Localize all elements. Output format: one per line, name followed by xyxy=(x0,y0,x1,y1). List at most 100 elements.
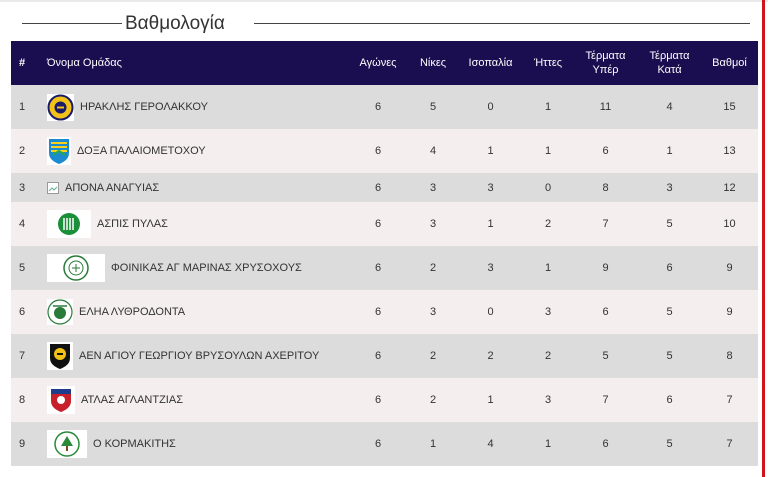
cell-team: ΑΤΛΑΣ ΑΓΛΑΝΤΖΙΑΣ xyxy=(43,378,348,422)
cell-points: 8 xyxy=(701,334,758,378)
broken-image-icon xyxy=(47,181,59,194)
team-name: ΗΡΑΚΛΗΣ ΓΕΡΟΛΑΚΚΟΥ xyxy=(80,101,208,113)
cell-points: 10 xyxy=(701,202,758,246)
cell-ga: 5 xyxy=(638,422,701,466)
team-name: ΕΛΗΑ ΛΥΘΡΟΔΟΝΤΑ xyxy=(79,306,186,318)
header-goals-against[interactable]: Τέρματα Κατά xyxy=(638,41,701,85)
team-info: ΑΠΟΝΑ ΑΝΑΓΥΙΑΣ xyxy=(47,181,344,194)
atlas-crest-icon xyxy=(47,386,75,414)
cell-draws: 3 xyxy=(458,246,523,290)
cell-draws: 1 xyxy=(458,378,523,422)
cell-ga: 4 xyxy=(638,85,701,129)
header-wins[interactable]: Νίκες xyxy=(408,41,458,85)
table-row[interactable]: 8 ΑΤΛΑΣ ΑΓΛΑΝΤΖΙΑΣ 6 2 1 3 7 6 7 xyxy=(11,378,758,422)
cell-losses: 0 xyxy=(523,173,573,202)
table-row[interactable]: 4 ΑΣΠΙΣ ΠΥΛΑΣ 6 3 1 2 7 5 10 xyxy=(11,202,758,246)
cell-wins: 2 xyxy=(408,378,458,422)
team-name: Ο ΚΟΡΜΑΚΙΤΗΣ xyxy=(93,438,176,450)
table-row[interactable]: 1 ΗΡΑΚΛΗΣ ΓΕΡΟΛΑΚΚΟΥ 6 5 0 1 11 4 15 xyxy=(11,85,758,129)
aen-crest-icon xyxy=(47,342,73,370)
team-name: ΦΟΙΝΙΚΑΣ ΑΓ ΜΑΡΙΝΑΣ ΧΡΥΣΟΧΟΥΣ xyxy=(111,262,302,274)
team-name: ΑΠΟΝΑ ΑΝΑΓΥΙΑΣ xyxy=(65,181,160,194)
cell-team: ΦΟΙΝΙΚΑΣ ΑΓ ΜΑΡΙΝΑΣ ΧΡΥΣΟΧΟΥΣ xyxy=(43,246,348,290)
cell-gf: 7 xyxy=(573,202,638,246)
cell-team: ΔΟΞΑ ΠΑΛΑΙΟΜΕΤΟΧΟΥ xyxy=(43,129,348,173)
header-points[interactable]: Βαθμοί xyxy=(701,41,758,85)
cell-draws: 0 xyxy=(458,85,523,129)
cell-played: 6 xyxy=(348,202,408,246)
cell-gf: 11 xyxy=(573,85,638,129)
cell-points: 15 xyxy=(701,85,758,129)
cell-draws: 1 xyxy=(458,202,523,246)
page-title: Βαθμολογία xyxy=(125,13,225,34)
foinikas-crest-icon xyxy=(47,254,105,282)
cell-wins: 1 xyxy=(408,422,458,466)
cell-team: Ο ΚΟΡΜΑΚΙΤΗΣ xyxy=(43,422,348,466)
cell-wins: 3 xyxy=(408,290,458,334)
team-name: ΑΣΠΙΣ ΠΥΛΑΣ xyxy=(97,218,168,230)
cell-position: 5 xyxy=(11,246,43,290)
cell-team: ΑΠΟΝΑ ΑΝΑΓΥΙΑΣ xyxy=(43,173,348,202)
cell-played: 6 xyxy=(348,85,408,129)
table-row[interactable]: 7 ΑΕΝ ΑΓΙΟΥ ΓΕΩΡΓΙΟΥ ΒΡΥΣΟΥΛΩΝ ΑΧΕΡΙΤΟΥ 6 2… xyxy=(11,334,758,378)
table-row[interactable]: 2 ΔΟΞΑ ΠΑΛΑΙΟΜΕΤΟΧΟΥ 6 4 1 1 6 1 13 xyxy=(11,129,758,173)
cell-points: 7 xyxy=(701,378,758,422)
cell-team: ΑΕΝ ΑΓΙΟΥ ΓΕΩΡΓΙΟΥ ΒΡΥΣΟΥΛΩΝ ΑΧΕΡΙΤΟΥ xyxy=(43,334,348,378)
cell-played: 6 xyxy=(348,173,408,202)
cell-points: 9 xyxy=(701,290,758,334)
cell-ga: 6 xyxy=(638,378,701,422)
cell-losses: 2 xyxy=(523,202,573,246)
team-name: ΑΤΛΑΣ ΑΓΛΑΝΤΖΙΑΣ xyxy=(81,394,184,406)
cell-wins: 3 xyxy=(408,202,458,246)
header-played[interactable]: Αγώνες xyxy=(348,41,408,85)
heading-rule-right xyxy=(254,23,750,24)
team-name: ΔΟΞΑ ΠΑΛΑΙΟΜΕΤΟΧΟΥ xyxy=(77,145,206,157)
header-team-name[interactable]: Όνομα Ομάδας xyxy=(43,41,348,85)
header-draws[interactable]: Ισοπαλία xyxy=(458,41,523,85)
table-header-row: # Όνομα Ομάδας Αγώνες Νίκες Ισοπαλία Ήττ… xyxy=(11,41,758,85)
cell-gf: 7 xyxy=(573,378,638,422)
team-info: ΗΡΑΚΛΗΣ ΓΕΡΟΛΑΚΚΟΥ xyxy=(47,93,344,121)
cell-ga: 5 xyxy=(638,290,701,334)
cell-position: 1 xyxy=(11,85,43,129)
cell-gf: 8 xyxy=(573,173,638,202)
cell-played: 6 xyxy=(348,246,408,290)
cell-played: 6 xyxy=(348,334,408,378)
cell-ga: 1 xyxy=(638,129,701,173)
cell-position: 4 xyxy=(11,202,43,246)
cell-points: 7 xyxy=(701,422,758,466)
cell-ga: 5 xyxy=(638,334,701,378)
cell-losses: 2 xyxy=(523,334,573,378)
cell-points: 9 xyxy=(701,246,758,290)
cell-team: ΕΛΗΑ ΛΥΘΡΟΔΟΝΤΑ xyxy=(43,290,348,334)
cell-position: 3 xyxy=(11,173,43,202)
team-info: ΕΛΗΑ ΛΥΘΡΟΔΟΝΤΑ xyxy=(47,299,344,325)
cell-wins: 2 xyxy=(408,334,458,378)
cell-gf: 5 xyxy=(573,334,638,378)
kormakitis-crest-icon xyxy=(47,430,87,458)
table-row[interactable]: 5 ΦΟΙΝΙΚΑΣ ΑΓ ΜΑΡΙΝΑΣ ΧΡΥΣΟΧΟΥΣ 6 2 3 1 9 6 9 xyxy=(11,246,758,290)
table-row[interactable]: 6 ΕΛΗΑ ΛΥΘΡΟΔΟΝΤΑ 6 3 0 3 6 5 9 xyxy=(11,290,758,334)
team-info: ΦΟΙΝΙΚΑΣ ΑΓ ΜΑΡΙΝΑΣ ΧΡΥΣΟΧΟΥΣ xyxy=(47,254,344,282)
header-losses[interactable]: Ήττες xyxy=(523,41,573,85)
header-goals-for-line2: Υπέρ xyxy=(592,64,619,76)
table-row[interactable]: 3 ΑΠΟΝΑ ΑΝΑΓΥΙΑΣ 6 3 3 0 8 3 12 xyxy=(11,173,758,202)
header-goals-for-line1: Τέρματα xyxy=(585,50,626,62)
cell-points: 13 xyxy=(701,129,758,173)
standings-table: # Όνομα Ομάδας Αγώνες Νίκες Ισοπαλία Ήττ… xyxy=(11,41,758,466)
header-goals-for[interactable]: Τέρματα Υπέρ xyxy=(573,41,638,85)
cell-wins: 4 xyxy=(408,129,458,173)
cell-ga: 6 xyxy=(638,246,701,290)
doxa-crest-icon xyxy=(47,137,71,165)
header-goals-against-line1: Τέρματα xyxy=(649,50,690,62)
cell-points: 12 xyxy=(701,173,758,202)
cell-draws: 2 xyxy=(458,334,523,378)
cell-position: 9 xyxy=(11,422,43,466)
cell-played: 6 xyxy=(348,290,408,334)
header-position[interactable]: # xyxy=(11,41,43,85)
cell-draws: 1 xyxy=(458,129,523,173)
cell-gf: 6 xyxy=(573,422,638,466)
cell-losses: 1 xyxy=(523,422,573,466)
cell-gf: 6 xyxy=(573,129,638,173)
